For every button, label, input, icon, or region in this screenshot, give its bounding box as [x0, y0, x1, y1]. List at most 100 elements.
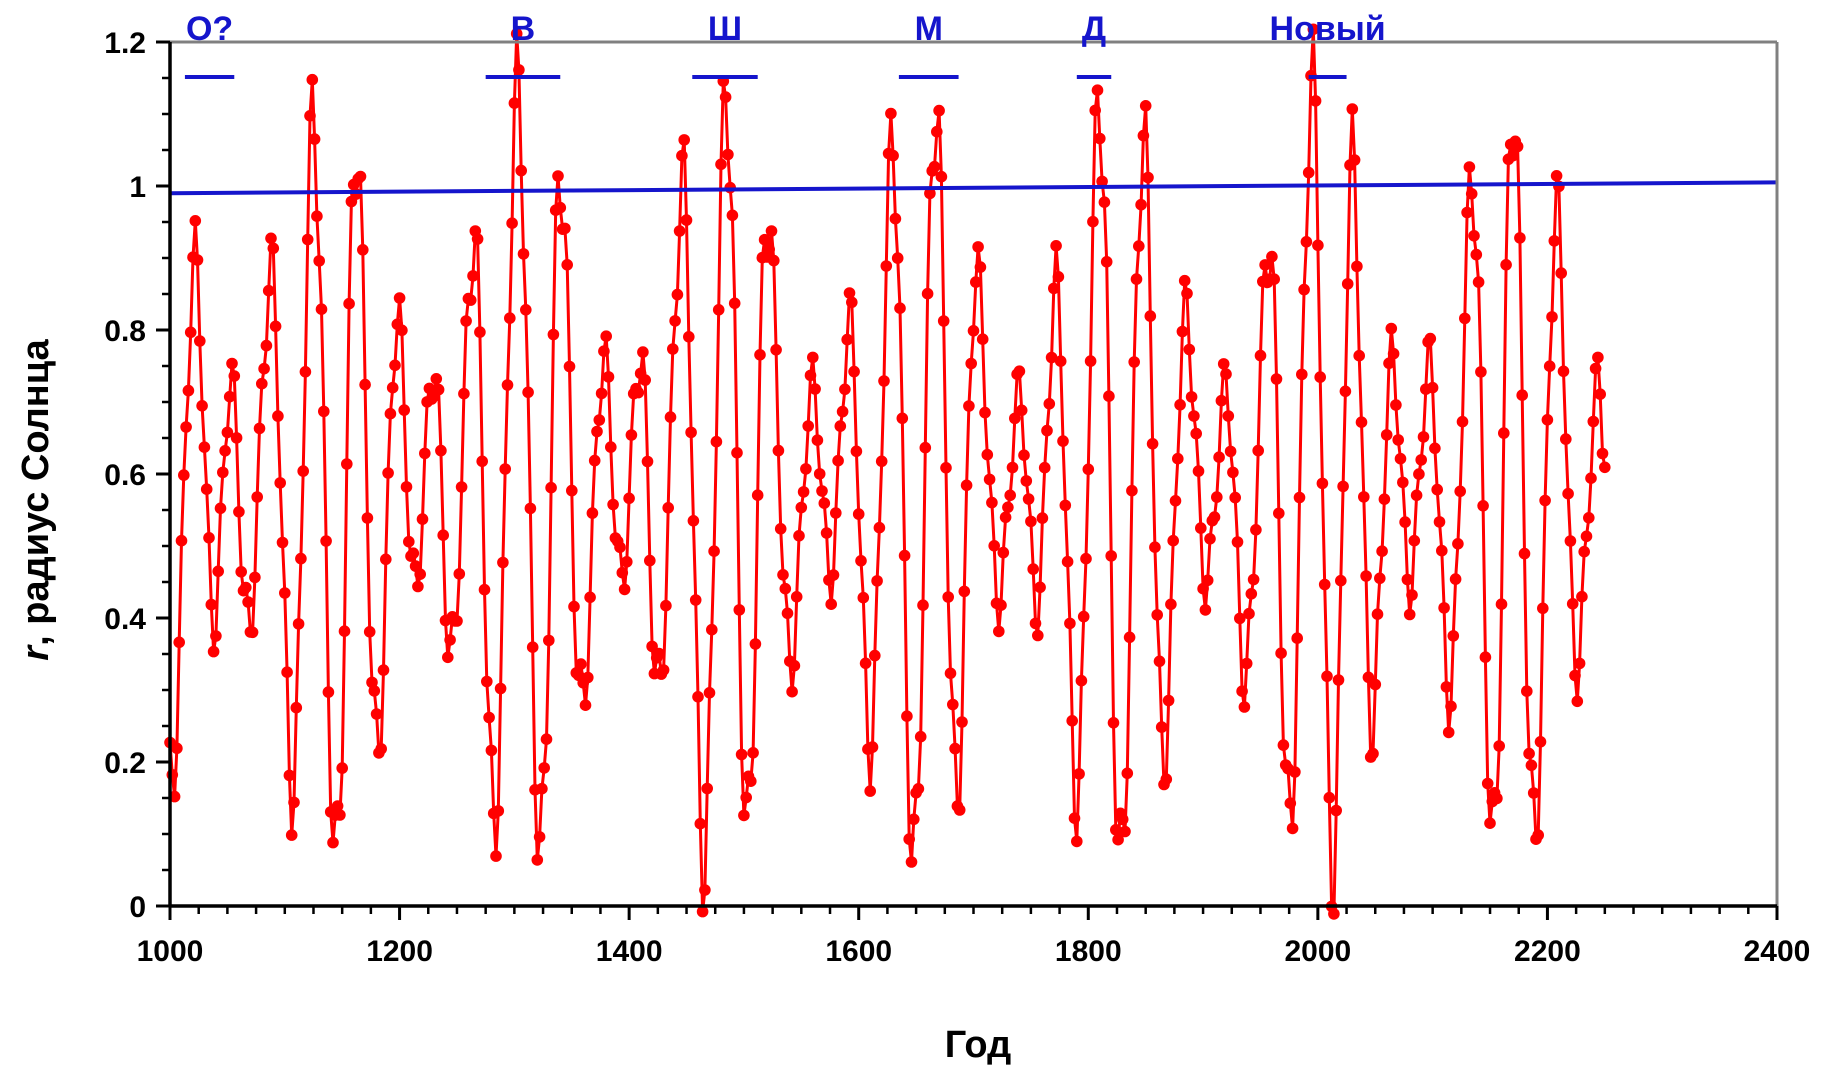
- series-point: [1096, 175, 1108, 188]
- series-point: [1470, 248, 1483, 261]
- series-point: [1107, 717, 1120, 729]
- series-point: [965, 357, 977, 370]
- series-group: [164, 23, 1611, 920]
- series-point: [1229, 491, 1241, 504]
- series-point: [832, 454, 844, 467]
- series-point: [800, 463, 812, 475]
- series-point: [228, 370, 241, 382]
- series-point: [1195, 522, 1207, 534]
- series-point: [1176, 325, 1189, 338]
- series-point: [249, 571, 261, 584]
- series-point: [1392, 434, 1404, 446]
- series-point: [1459, 312, 1471, 325]
- series-point: [490, 850, 502, 862]
- series-point: [869, 649, 881, 662]
- series-point: [880, 260, 893, 272]
- series-point: [1516, 389, 1528, 402]
- series-point: [458, 387, 470, 400]
- series-point: [834, 420, 847, 432]
- series-point: [1029, 617, 1042, 630]
- series-point: [178, 469, 190, 481]
- series-point: [455, 481, 468, 493]
- series-point: [1234, 612, 1246, 625]
- series-point: [412, 580, 424, 593]
- series-point: [974, 261, 987, 273]
- series-point: [710, 435, 723, 448]
- series-point: [1183, 343, 1196, 356]
- x-tick-label: 2000: [1284, 935, 1351, 968]
- series-point: [361, 512, 374, 524]
- series-point: [722, 148, 734, 161]
- series-point: [1424, 332, 1437, 345]
- series-point: [416, 513, 429, 525]
- series-point: [1417, 431, 1430, 443]
- series-point: [699, 884, 711, 896]
- series-point: [887, 149, 899, 162]
- series-point: [1594, 388, 1606, 401]
- series-point: [1018, 449, 1030, 462]
- series-point: [898, 549, 911, 562]
- period-label: Ш: [708, 10, 742, 48]
- series-point: [788, 659, 801, 672]
- series-point: [223, 390, 236, 403]
- series-point: [1298, 283, 1310, 296]
- y-axis-title: r, радиус Солнца: [15, 338, 57, 660]
- series-point: [531, 854, 544, 866]
- series-point: [1094, 132, 1106, 145]
- series-point: [976, 333, 989, 346]
- series-point: [632, 386, 645, 399]
- series-point: [292, 618, 305, 630]
- series-point: [1057, 435, 1069, 447]
- series-point: [540, 733, 553, 745]
- x-tick-label: 1400: [596, 935, 663, 968]
- series-point: [1091, 84, 1104, 96]
- series-point: [1321, 670, 1333, 683]
- series-point: [797, 486, 810, 498]
- x-tick-label: 1000: [137, 935, 204, 968]
- series-point: [889, 212, 902, 225]
- series-point: [1511, 140, 1524, 153]
- series-point: [283, 769, 296, 782]
- series-point: [517, 248, 530, 260]
- series-point: [914, 730, 927, 743]
- series-point: [1399, 516, 1411, 528]
- series-point: [678, 134, 690, 146]
- series-point: [1454, 485, 1466, 498]
- series-point: [561, 259, 573, 271]
- series-point: [301, 233, 314, 246]
- series-point: [1518, 547, 1531, 560]
- series-point: [536, 782, 548, 795]
- series-point: [850, 445, 863, 458]
- series-point: [836, 405, 849, 418]
- series-point: [683, 331, 695, 343]
- series-point: [696, 905, 709, 918]
- series-point: [981, 448, 994, 461]
- series-point: [1335, 574, 1347, 587]
- series-point: [1576, 590, 1588, 603]
- series-point: [745, 775, 757, 787]
- series-point: [1592, 351, 1604, 364]
- series-point: [255, 377, 268, 390]
- series-point: [901, 710, 913, 722]
- series-point: [1149, 541, 1161, 553]
- series-point: [625, 429, 638, 441]
- series-point: [1089, 104, 1101, 117]
- series-point: [295, 552, 307, 565]
- series-point: [184, 326, 197, 339]
- series-point: [1387, 347, 1400, 360]
- series-point: [747, 747, 759, 759]
- series-point: [203, 532, 215, 544]
- series-point: [219, 445, 231, 457]
- series-point: [963, 400, 975, 412]
- series-point: [1378, 493, 1391, 506]
- series-point: [1215, 394, 1228, 407]
- series-point: [1080, 552, 1092, 565]
- series-point: [1580, 530, 1593, 543]
- series-point: [1328, 908, 1340, 920]
- series-point: [214, 502, 227, 515]
- series-point: [1110, 824, 1122, 836]
- series-point: [467, 270, 479, 282]
- series-point: [1032, 629, 1044, 642]
- series-point: [1236, 685, 1248, 697]
- series-point: [1286, 822, 1299, 835]
